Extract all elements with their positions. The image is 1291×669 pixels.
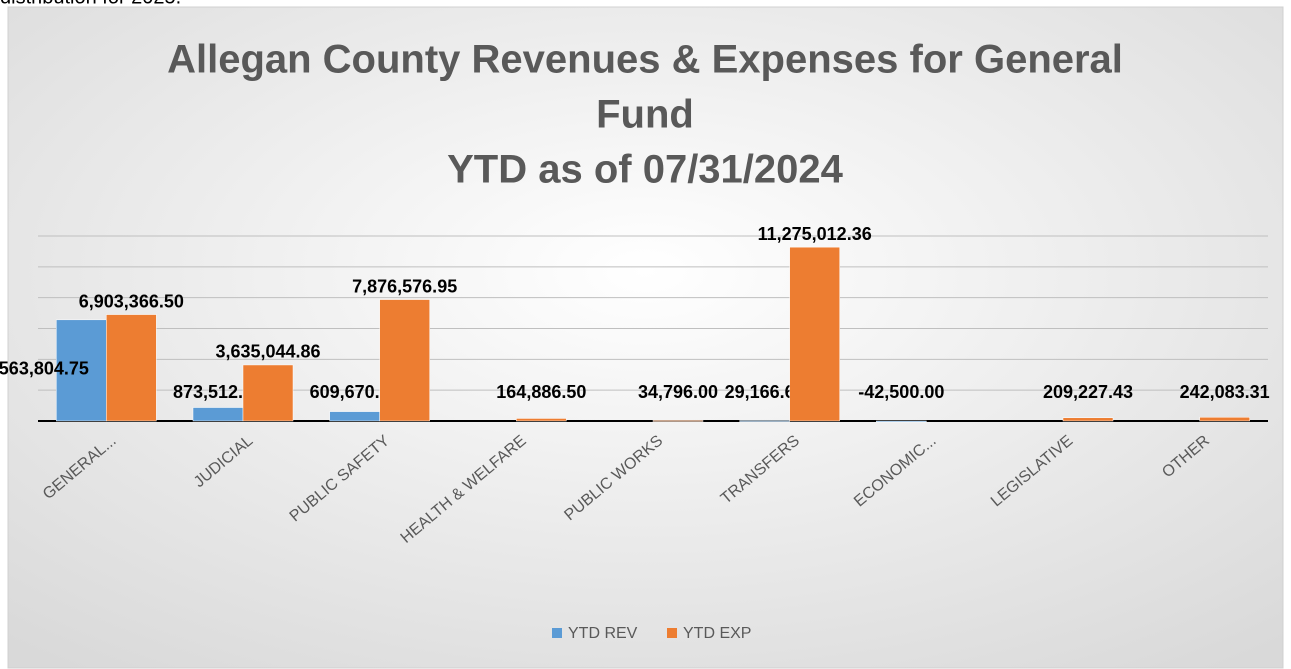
data-label: 209,227.43 — [1043, 382, 1133, 402]
data-label: -42,500.00 — [858, 382, 944, 402]
chart-background — [7, 6, 1284, 669]
legend-label: YTD EXP — [683, 625, 751, 642]
data-label: 609,670.63 — [310, 382, 400, 402]
bar — [1062, 417, 1114, 422]
chart-title: Allegan County Revenues & Expenses for G… — [167, 38, 1123, 82]
bar — [652, 420, 704, 422]
data-label: 3,635,044.86 — [215, 342, 320, 362]
legend-label: YTD REV — [568, 625, 638, 642]
bar — [329, 411, 380, 422]
data-label: 164,886.50 — [496, 382, 586, 402]
chart-title: Fund — [596, 93, 694, 137]
legend-swatch — [552, 628, 562, 638]
data-label: 7,876,576.95 — [352, 276, 457, 296]
bar — [379, 299, 430, 422]
context-text: distribution for 2025. — [0, 0, 181, 8]
bar — [516, 418, 567, 422]
bar — [56, 319, 107, 422]
data-label: 6,563,804.75 — [0, 359, 89, 379]
bar — [106, 314, 157, 422]
chart-title: YTD as of 07/31/2024 — [447, 148, 844, 192]
bar — [192, 407, 244, 422]
data-label: 873,512.29 — [173, 382, 263, 402]
data-label: 11,275,012.36 — [758, 224, 872, 244]
legend-swatch — [667, 628, 677, 638]
data-label: 34,796.00 — [638, 382, 718, 402]
bar — [242, 364, 294, 422]
bar — [789, 246, 840, 422]
data-label: 6,903,366.50 — [79, 291, 184, 311]
data-label: 242,083.31 — [1180, 382, 1270, 402]
bar — [876, 420, 927, 423]
bar — [1199, 417, 1250, 422]
bar — [739, 420, 790, 422]
data-label: 29,166.69 — [725, 382, 805, 402]
